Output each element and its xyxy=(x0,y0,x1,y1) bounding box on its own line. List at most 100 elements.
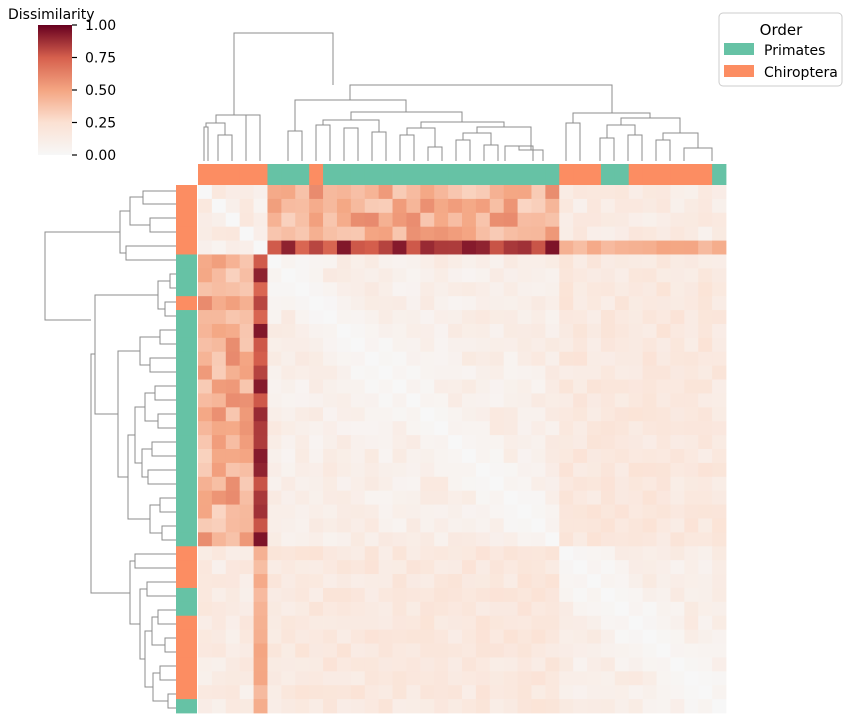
heatmap-cell xyxy=(392,337,407,353)
heatmap-cell xyxy=(503,546,518,561)
heatmap-cell xyxy=(712,282,727,297)
heatmap-cell xyxy=(198,185,213,200)
heatmap-cell xyxy=(309,198,324,214)
heatmap-cell xyxy=(336,643,352,658)
heatmap-cell xyxy=(253,337,268,353)
heatmap-cell xyxy=(225,546,241,561)
heatmap-cell xyxy=(670,254,685,269)
heatmap-cell xyxy=(462,226,477,241)
heatmap-cell xyxy=(698,254,713,269)
heatmap-cell xyxy=(475,490,491,505)
heatmap-cell xyxy=(642,407,657,422)
heatmap-cell xyxy=(642,629,657,644)
heatmap-cell xyxy=(336,532,352,547)
heatmap-cell xyxy=(656,560,671,575)
heatmap-cell xyxy=(600,532,616,547)
heatmap-cell xyxy=(503,643,518,658)
heatmap-cell xyxy=(225,282,241,297)
heatmap-cell xyxy=(559,546,574,561)
heatmap-cell xyxy=(323,407,338,422)
heatmap-cell xyxy=(420,449,435,464)
heatmap-cell xyxy=(392,421,407,436)
heatmap-cell xyxy=(517,462,532,478)
heatmap-cell xyxy=(253,310,268,325)
heatmap-cell xyxy=(309,476,324,492)
heatmap-cell xyxy=(587,337,602,353)
heatmap-cell xyxy=(350,504,366,519)
row-color-cell xyxy=(176,518,197,533)
heatmap-cell xyxy=(211,268,227,283)
heatmap-cell xyxy=(642,226,657,241)
heatmap-cell xyxy=(378,185,393,200)
heatmap-cell xyxy=(531,240,546,255)
heatmap-cell xyxy=(600,254,616,269)
heatmap-cell xyxy=(642,574,657,589)
heatmap-cell xyxy=(531,629,546,644)
heatmap-cell xyxy=(406,407,421,422)
heatmap-cell xyxy=(239,449,254,464)
heatmap-cell xyxy=(295,254,310,269)
heatmap-cell xyxy=(587,685,602,700)
heatmap-cell xyxy=(614,337,630,353)
heatmap-cell xyxy=(587,518,602,533)
heatmap-cell xyxy=(239,337,254,353)
heatmap-cell xyxy=(309,254,324,269)
heatmap-cell xyxy=(211,365,227,380)
heatmap-cell xyxy=(378,574,393,589)
heatmap-cell xyxy=(656,601,671,617)
column-color-cell xyxy=(295,164,310,185)
heatmap-cell xyxy=(600,643,616,658)
heatmap-cell xyxy=(642,351,657,367)
heatmap-cell xyxy=(253,615,268,631)
heatmap-cell xyxy=(614,421,630,436)
heatmap-cell xyxy=(448,504,463,519)
heatmap-cell xyxy=(281,393,296,408)
heatmap-cell xyxy=(614,462,630,478)
row-color-cell xyxy=(176,337,197,353)
heatmap-cell xyxy=(587,435,602,450)
heatmap-cell xyxy=(364,685,380,700)
heatmap-cell xyxy=(600,685,616,700)
heatmap-cell xyxy=(323,587,338,603)
heatmap-cell xyxy=(198,532,213,547)
heatmap-cell xyxy=(434,282,449,297)
column-color-cell xyxy=(517,164,532,185)
heatmap-cell xyxy=(614,685,630,700)
heatmap-cell xyxy=(545,212,560,228)
heatmap-cell xyxy=(712,240,727,255)
heatmap-cell xyxy=(462,393,477,408)
heatmap-cell xyxy=(698,337,713,353)
heatmap-cell xyxy=(614,643,630,658)
heatmap-cell xyxy=(267,407,282,422)
heatmap-cell xyxy=(336,574,352,589)
heatmap-cell xyxy=(712,518,727,533)
heatmap-cell xyxy=(434,407,449,422)
heatmap-cell xyxy=(573,240,588,255)
heatmap-cell xyxy=(434,310,449,325)
heatmap-cell xyxy=(698,574,713,589)
heatmap-cell xyxy=(684,587,699,603)
heatmap-cell xyxy=(211,421,227,436)
heatmap-cell xyxy=(239,240,254,255)
heatmap-cell xyxy=(350,226,366,241)
heatmap-cell xyxy=(350,560,366,575)
heatmap-cell xyxy=(698,699,713,714)
row-dendrogram xyxy=(44,190,176,709)
heatmap-cell xyxy=(406,560,421,575)
heatmap-cell xyxy=(642,643,657,658)
heatmap-cell xyxy=(198,671,213,686)
heatmap-cell xyxy=(378,254,393,269)
heatmap-cell xyxy=(448,351,463,367)
heatmap-cell xyxy=(392,268,407,283)
heatmap-cell xyxy=(420,337,435,353)
heatmap-cell xyxy=(684,601,699,617)
heatmap-cell xyxy=(698,504,713,519)
heatmap-cell xyxy=(628,379,644,394)
heatmap-cell xyxy=(253,323,268,339)
heatmap-cell xyxy=(267,421,282,436)
heatmap-cell xyxy=(281,699,296,714)
heatmap-cell xyxy=(281,323,296,339)
heatmap-cell xyxy=(323,240,338,255)
heatmap-cell xyxy=(323,310,338,325)
heatmap-cell xyxy=(406,504,421,519)
